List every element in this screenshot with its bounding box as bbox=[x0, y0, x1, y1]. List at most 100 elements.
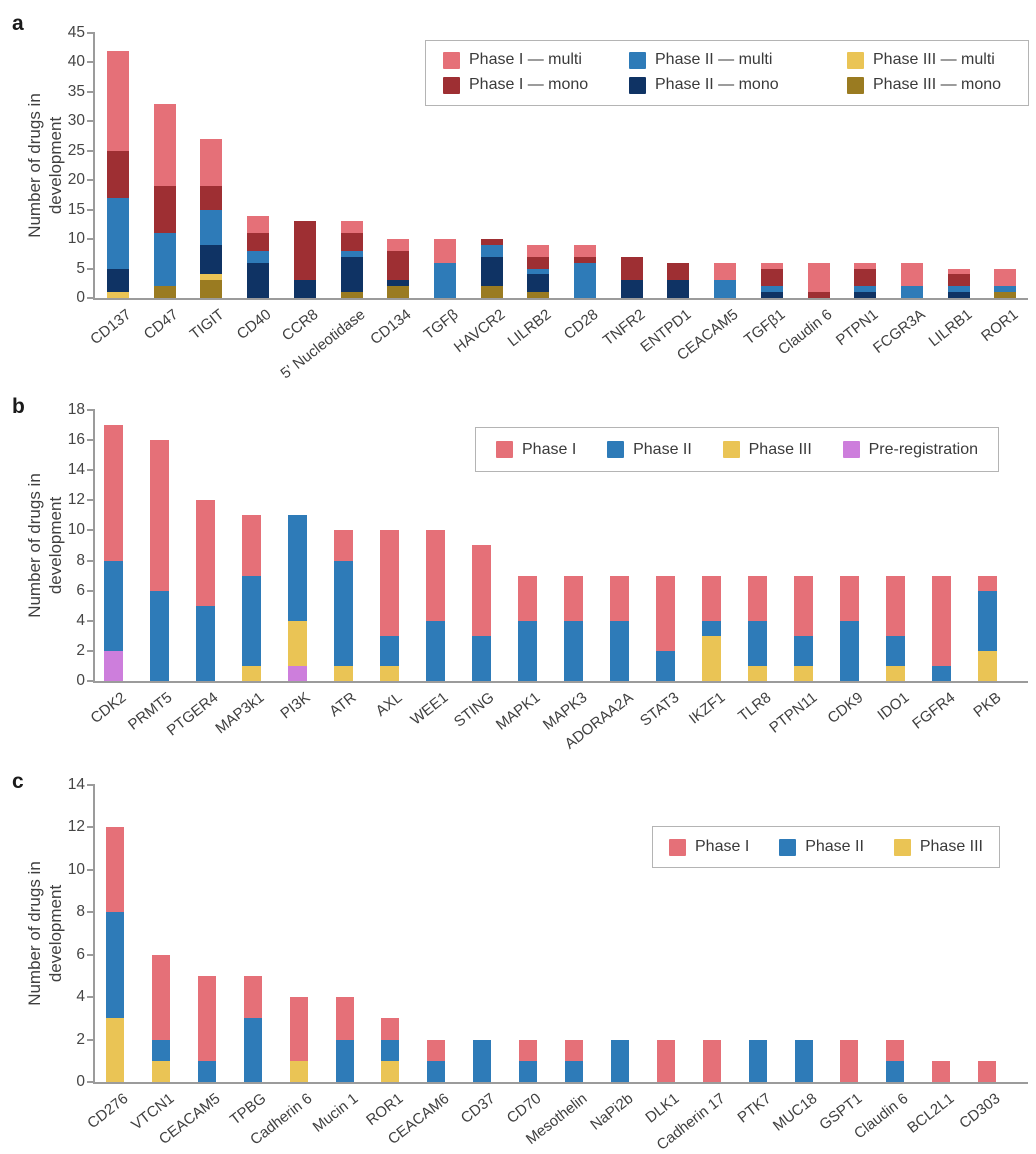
y-tick-mark bbox=[87, 409, 93, 411]
bar-segment-phase-i bbox=[381, 1017, 399, 1040]
y-tick-label: 12 bbox=[67, 818, 85, 835]
bar-PTPN11 bbox=[794, 575, 813, 681]
bar-segment-phase-ii-—-mono bbox=[761, 291, 783, 298]
bar-segment-phase-iii bbox=[152, 1060, 170, 1082]
bar-segment-phase-i-—-multi bbox=[341, 220, 363, 233]
bar-segment-phase-ii-—-mono bbox=[527, 274, 549, 292]
bar-CD47 bbox=[154, 103, 176, 298]
x-axis-line bbox=[93, 1082, 1028, 1084]
bar-segment-phase-i-—-multi bbox=[387, 238, 409, 251]
bar-segment-phase-ii-—-mono bbox=[107, 268, 129, 292]
bar-segment-phase-i-—-mono bbox=[854, 268, 876, 286]
bar-segment-phase-i bbox=[840, 575, 859, 621]
bar-CDK2 bbox=[104, 424, 123, 681]
y-tick-label: 8 bbox=[76, 552, 85, 569]
bar-segment-phase-iii bbox=[242, 665, 261, 681]
bar-MAPK1 bbox=[518, 575, 537, 681]
bar-segment-phase-i bbox=[472, 545, 491, 636]
bar-FCGR3A bbox=[901, 262, 923, 298]
legend-entry-label: Phase II bbox=[805, 838, 864, 855]
legend-swatch-icon bbox=[842, 441, 860, 458]
bar-CEACAM6 bbox=[427, 1039, 445, 1082]
bar-segment-phase-ii bbox=[795, 1039, 813, 1082]
y-tick-label: 0 bbox=[76, 1073, 85, 1090]
bar-segment-phase-ii bbox=[198, 1060, 216, 1082]
bar-segment-phase-ii-—-multi bbox=[434, 262, 456, 298]
legend-entry-label: Phase I — mono bbox=[469, 76, 589, 93]
y-tick-mark bbox=[87, 91, 93, 93]
y-axis-line bbox=[93, 32, 95, 299]
bar-segment-phase-i-—-multi bbox=[107, 50, 129, 151]
bar-MUC18 bbox=[795, 1039, 813, 1082]
bar-segment-phase-iii-—-multi bbox=[200, 274, 222, 280]
legend-swatch-icon bbox=[779, 838, 797, 856]
legend-entry: Phase I — mono bbox=[443, 76, 629, 94]
bar-segment-phase-ii-—-mono bbox=[481, 256, 503, 286]
bar-segment-phase-i bbox=[978, 1060, 996, 1082]
legend-entry: Pre-registration bbox=[842, 440, 978, 459]
bar-segment-phase-i-—-mono bbox=[154, 185, 176, 233]
y-tick-label: 12 bbox=[67, 491, 85, 508]
bar-GSPT1 bbox=[840, 1039, 858, 1082]
y-tick-mark bbox=[87, 150, 93, 152]
panel-label-b: b bbox=[12, 395, 25, 418]
bar-segment-phase-i bbox=[244, 975, 262, 1018]
y-tick-label: 10 bbox=[67, 521, 85, 538]
bar-segment-phase-i bbox=[196, 499, 215, 606]
bar-segment-phase-ii-—-mono bbox=[948, 291, 970, 298]
legend-entries: Phase I — multi Phase II — multi Phase III… bbox=[426, 41, 1028, 104]
y-tick-mark bbox=[87, 268, 93, 270]
bar-CD134 bbox=[387, 238, 409, 298]
bar-segment-phase-ii bbox=[611, 1039, 629, 1082]
bar-segment-phase-ii bbox=[336, 1039, 354, 1082]
legend: Phase I Phase II Phase III Pre-registration bbox=[475, 427, 999, 472]
bar-segment-phase-iii-—-mono bbox=[994, 291, 1016, 298]
bar-CD303 bbox=[978, 1060, 996, 1082]
bar-segment-phase-i-—-mono bbox=[527, 257, 549, 269]
bar-segment-phase-i-—-multi bbox=[434, 238, 456, 263]
legend-entry: Phase II — multi bbox=[629, 51, 847, 69]
legend-entry: Phase II — mono bbox=[629, 76, 847, 94]
y-tick-mark bbox=[87, 590, 93, 592]
bar-segment-phase-ii bbox=[196, 605, 215, 681]
legend-entry: Phase III — mono bbox=[847, 76, 1028, 94]
bar-TLR8 bbox=[748, 575, 767, 681]
y-tick-mark bbox=[87, 297, 93, 299]
bar-STING bbox=[472, 545, 491, 681]
bar-segment-phase-ii bbox=[334, 560, 353, 666]
bar-segment-phase-i-—-mono bbox=[808, 291, 830, 298]
bar-segment-phase-ii bbox=[886, 1060, 904, 1082]
bar-ATR bbox=[334, 529, 353, 681]
bar-segment-phase-ii bbox=[426, 620, 445, 681]
legend-entry-label: Phase II — mono bbox=[655, 76, 779, 93]
bar-TIGIT bbox=[200, 139, 222, 298]
bar-segment-phase-i-—-multi bbox=[948, 268, 970, 274]
bar-segment-phase-iii-—-mono bbox=[387, 285, 409, 298]
bar-segment-phase-ii bbox=[518, 620, 537, 681]
bar-LILRB2 bbox=[527, 245, 549, 298]
y-tick-label: 14 bbox=[67, 461, 85, 478]
y-tick-label: 20 bbox=[67, 171, 85, 188]
y-axis-label: Number of drugs in development bbox=[25, 93, 66, 238]
bar-CD40 bbox=[247, 215, 269, 298]
bar-segment-phase-i-—-multi bbox=[574, 245, 596, 257]
y-tick-mark bbox=[87, 680, 93, 682]
panel-label-a: a bbox=[12, 12, 24, 35]
bar-Claudin 6 bbox=[808, 262, 830, 298]
bar-segment-phase-i-—-mono bbox=[341, 232, 363, 251]
bar-segment-phase-i bbox=[564, 575, 583, 621]
bar-segment-phase-i bbox=[518, 575, 537, 621]
y-tick-label: 40 bbox=[67, 53, 85, 70]
bar-CDK9 bbox=[840, 575, 859, 681]
bar-segment-phase-ii bbox=[244, 1017, 262, 1082]
bar-segment-phase-i bbox=[290, 996, 308, 1061]
bar-segment-phase-ii bbox=[748, 620, 767, 666]
y-tick-label: 5 bbox=[76, 260, 85, 277]
legend-entry-label: Pre-registration bbox=[868, 440, 978, 458]
y-tick-mark bbox=[87, 499, 93, 501]
bar-segment-phase-i-—-multi bbox=[901, 262, 923, 286]
bar-segment-phase-i-—-mono bbox=[761, 268, 783, 286]
y-tick-label: 30 bbox=[67, 112, 85, 129]
bar-segment-phase-ii bbox=[565, 1060, 583, 1082]
y-tick-label: 45 bbox=[67, 24, 85, 41]
